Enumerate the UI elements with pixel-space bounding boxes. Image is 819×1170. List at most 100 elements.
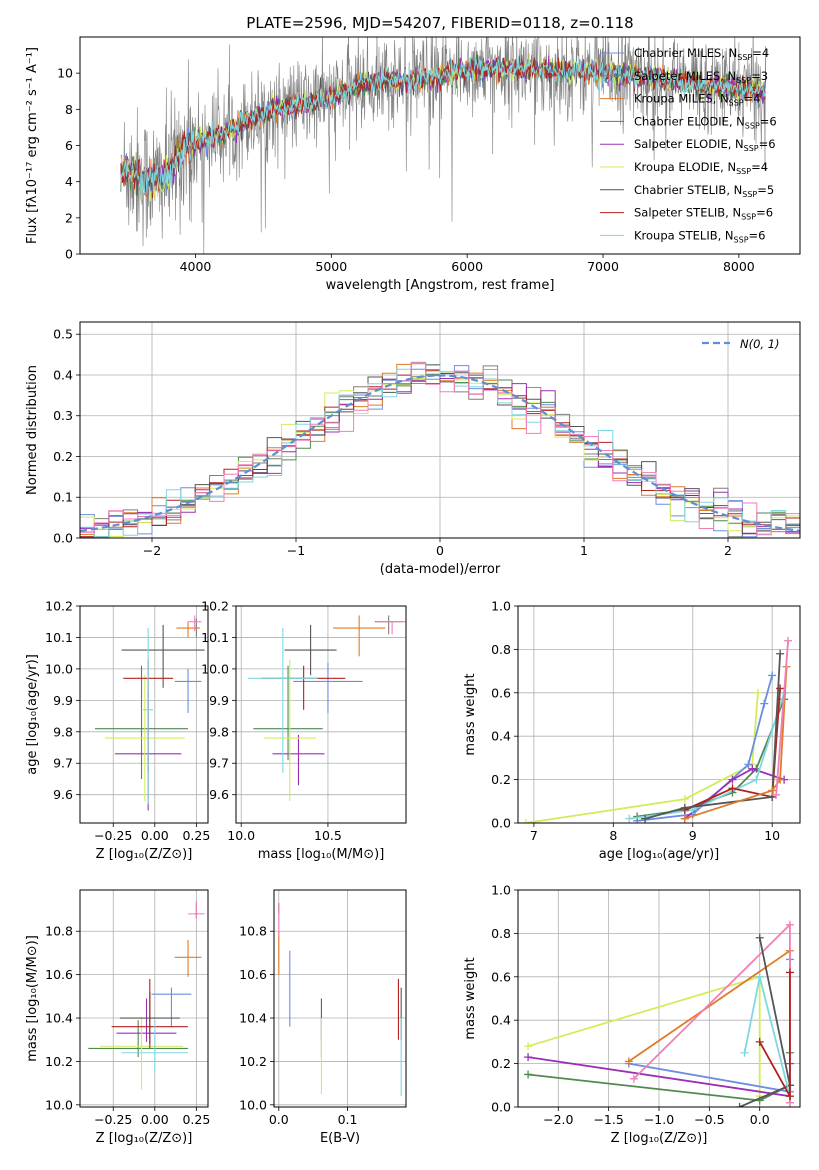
weight-marker xyxy=(785,920,794,929)
y-tick-label: 10.8 xyxy=(45,924,73,939)
x-tick-label: 0 xyxy=(436,543,444,558)
x-tick-label: −0.5 xyxy=(694,1112,724,1127)
weight-marker xyxy=(524,1070,533,1079)
legend-label: Salpeter STELIB, NSSP=6 xyxy=(634,206,773,222)
y-tick-label: 0.0 xyxy=(491,816,511,831)
legend-label: Kroupa MILES, NSSP=4 xyxy=(634,92,760,108)
y-tick-label: 0 xyxy=(65,247,73,262)
y-tick-label: 0.8 xyxy=(491,642,511,657)
x-tick-label: 0.25 xyxy=(182,1112,210,1127)
x-tick-label: 8000 xyxy=(723,259,755,274)
chart-residuals: −2 −1 0 1 2 0.0 0.1 0.2 0.3 0.4 0.5 N(0, 1) (data-mo… xyxy=(25,321,801,577)
x-tick-label: 10.0 xyxy=(227,828,255,843)
y-tick-label: 0.4 xyxy=(491,729,511,744)
x-tick-label: 5000 xyxy=(315,259,347,274)
y-tick-label: 10.2 xyxy=(201,599,229,614)
x-tick-label: −2.0 xyxy=(543,1112,573,1127)
weight-marker xyxy=(760,699,769,708)
x-tick-label: 6000 xyxy=(451,259,483,274)
x-axis-label: Z [log₁₀(Z/Z⊙)] xyxy=(96,847,193,862)
x-tick-label: 10.5 xyxy=(314,828,342,843)
y-tick-label: 0.6 xyxy=(491,969,511,984)
y-tick-label: 0.5 xyxy=(53,327,73,342)
legend-label: Kroupa STELIB, NSSP=6 xyxy=(634,228,765,244)
weight-marker xyxy=(629,1074,638,1083)
y-axis-label: Flux [fλ10⁻¹⁷ erg cm⁻² s⁻¹ A⁻¹] xyxy=(25,47,40,244)
y-tick-label: 8 xyxy=(65,102,73,117)
x-tick-label: −0.25 xyxy=(94,828,132,843)
axes-frame xyxy=(517,889,801,1108)
y-tick-label: 0.2 xyxy=(53,449,73,464)
y-tick-label: 10.2 xyxy=(45,1054,73,1069)
weight-marker xyxy=(680,803,689,812)
legend-label: N(0, 1) xyxy=(740,337,780,351)
spectrum-lines xyxy=(120,37,767,254)
weight-marker xyxy=(768,671,777,680)
x-tick-label: 10 xyxy=(764,828,780,843)
chart-age-vs-mass: 10.0 10.5 9.6 9.7 9.8 9.9 10.0 10.1 10.2 mass [lo… xyxy=(201,599,407,862)
weight-marker xyxy=(728,784,737,793)
weight-marker xyxy=(755,972,764,981)
weight-series xyxy=(775,640,789,795)
x-tick-label: 0.0 xyxy=(269,1112,289,1127)
y-tick-label: 10.4 xyxy=(45,1011,73,1026)
y-axis-label: mass weight xyxy=(463,673,478,755)
y-tick-label: 0.6 xyxy=(491,685,511,700)
weight-marker xyxy=(744,760,753,769)
y-tick-label: 10.1 xyxy=(45,630,73,645)
weight-marker xyxy=(753,688,762,697)
x-tick-label: 0.25 xyxy=(182,828,210,843)
chart-mass-vs-EBV: 0.0 0.1 10.0 10.2 10.4 10.6 10.8 E(B-V) xyxy=(239,889,407,1146)
axes-frame xyxy=(79,36,801,255)
weight-lines xyxy=(521,636,793,823)
y-tick-label: 10.0 xyxy=(201,661,229,676)
y-tick-label: 9.8 xyxy=(53,724,73,739)
histogram-series xyxy=(80,361,800,536)
weight-marker xyxy=(740,1048,749,1057)
weight-marker xyxy=(641,814,650,823)
spectrum-series xyxy=(120,57,766,196)
x-tick-label: 0.00 xyxy=(141,1112,169,1127)
axes-frame xyxy=(517,605,801,824)
axes-frame xyxy=(79,889,209,1108)
x-tick-label: 9 xyxy=(689,828,697,843)
y-tick-label: 10.4 xyxy=(239,1011,267,1026)
x-tick-label: 2 xyxy=(724,543,732,558)
y-tick-label: 1.0 xyxy=(491,599,511,614)
errorbars xyxy=(94,615,205,811)
chart-age-vs-Z: −0.25 0.00 0.25 9.6 9.7 9.8 9.9 10.0 10.1 10.2 Z [… xyxy=(25,599,210,863)
weight-series xyxy=(525,692,759,823)
y-tick-label: 9.6 xyxy=(53,787,73,802)
chart-mass-vs-Z: −0.25 0.00 0.25 10.0 10.2 10.4 10.6 10.8 Z [log₁… xyxy=(25,889,210,1146)
errorbars xyxy=(248,615,406,801)
x-tick-label: 1 xyxy=(580,543,588,558)
y-tick-label: 2 xyxy=(65,210,73,225)
y-axis-label: mass [log₁₀(M/M⊙)] xyxy=(25,935,40,1062)
histogram-series xyxy=(80,362,800,538)
weight-marker xyxy=(728,775,737,784)
legend: Chabrier MILES, NSSP=4 Salpeter MILES, NS… xyxy=(600,46,777,244)
y-tick-label: 10.2 xyxy=(45,599,73,614)
weight-series xyxy=(684,688,781,811)
y-tick-label: 9.9 xyxy=(209,693,229,708)
x-axis-label: wavelength [Angstrom, rest frame] xyxy=(326,278,555,293)
y-tick-label: 9.8 xyxy=(209,724,229,739)
y-tick-label: 0.0 xyxy=(53,531,73,546)
weight-marker xyxy=(776,649,785,658)
figure-title: PLATE=2596, MJD=54207, FIBERID=0118, z=0… xyxy=(246,14,633,32)
weight-marker xyxy=(624,1057,633,1066)
weight-marker xyxy=(785,968,794,977)
weight-series xyxy=(644,653,781,820)
y-tick-label: 10.6 xyxy=(239,967,267,982)
weight-lines xyxy=(524,920,794,1107)
x-tick-label: −2 xyxy=(143,543,161,558)
y-axis-label: age [log₁₀(age/yr)] xyxy=(25,654,40,775)
y-tick-label: 10.0 xyxy=(45,1097,73,1112)
weight-marker xyxy=(625,814,634,823)
x-axis-label: Z [log₁₀(Z/Z⊙)] xyxy=(96,1131,193,1146)
chart-spectrum: 4000 5000 6000 7000 8000 0 2 4 6 8 10 Chabrier MILE… xyxy=(25,36,801,293)
y-tick-label: 0.3 xyxy=(53,408,73,423)
weight-marker xyxy=(752,775,761,784)
y-tick-label: 1.0 xyxy=(491,883,511,898)
x-tick-label: 7000 xyxy=(587,259,619,274)
